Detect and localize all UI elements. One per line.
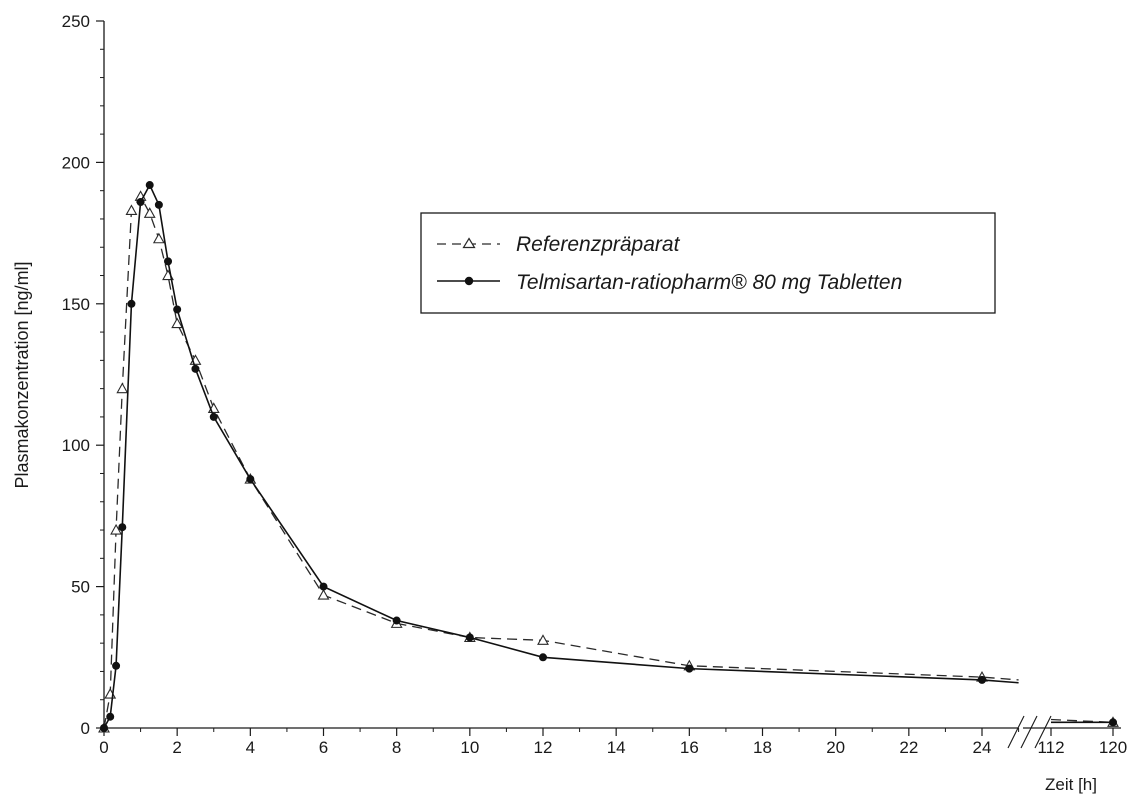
y-tick-label: 250 (62, 12, 90, 31)
data-point-circle (112, 661, 121, 670)
data-point-circle (1109, 718, 1117, 727)
data-point-triangle (110, 523, 123, 535)
data-point-triangle (152, 232, 165, 244)
x-tick-label: 0 (99, 738, 108, 757)
data-point-circle (145, 181, 154, 190)
x-axis-label: Zeit [h] (1045, 775, 1097, 794)
data-point-circle (100, 724, 108, 732)
data-point-circle (106, 712, 115, 721)
y-tick-label: 150 (62, 295, 90, 314)
x-tick-label: 20 (826, 738, 845, 757)
y-tick-label: 100 (62, 436, 90, 455)
y-tick-label: 0 (81, 719, 90, 738)
x-tick-label: 24 (973, 738, 992, 757)
x-tick-label: 22 (899, 738, 918, 757)
legend-item-telmisartan: Telmisartan-ratiopharm® 80 mg Tabletten (437, 271, 902, 294)
x-tick-label: 2 (172, 738, 181, 757)
data-point-circle (392, 616, 401, 625)
data-point-circle (136, 197, 145, 206)
legend-label-telmisartan: Telmisartan-ratiopharm® 80 mg Tabletten (516, 271, 902, 294)
data-point-circle (209, 412, 218, 421)
y-tick-label: 200 (62, 153, 90, 172)
x-tick-label: 18 (753, 738, 772, 757)
x-tick-label: 6 (319, 738, 328, 757)
data-point-triangle (171, 317, 184, 329)
series-layer (98, 181, 1119, 733)
series-telmisartan (100, 181, 1117, 732)
data-point-circle (685, 664, 694, 673)
data-point-circle (465, 633, 474, 642)
axis-break-mark (1020, 715, 1038, 749)
data-point-triangle (537, 634, 549, 645)
axis-break-mark (1034, 715, 1052, 749)
data-point-circle (978, 675, 986, 684)
data-point-circle (164, 257, 173, 266)
data-point-circle (246, 475, 255, 484)
legend-box (420, 212, 996, 314)
data-point-circle (539, 653, 547, 662)
legend: Referenzpräparat Telmisartan-ratiopharm®… (420, 212, 996, 314)
legend-triangle-marker (462, 237, 476, 249)
data-point-circle (173, 305, 182, 314)
data-point-circle (191, 364, 200, 373)
data-point-triangle (317, 588, 330, 600)
axis-break-mark (1007, 715, 1025, 749)
x-tick-label: 120 (1099, 738, 1127, 757)
series-line (103, 183, 1019, 729)
y-axis-label: Plasmakonzentration [ng/ml] (12, 261, 32, 488)
data-point-triangle (143, 207, 156, 218)
y-tick-label: 50 (71, 578, 90, 597)
legend-circle-marker (464, 276, 474, 286)
x-tick-label: 4 (246, 738, 255, 757)
x-tick-label: 14 (607, 738, 626, 757)
data-point-circle (154, 200, 163, 209)
data-point-circle (127, 299, 136, 308)
legend-item-referenz: Referenzpräparat (437, 233, 681, 256)
data-point-circle (319, 582, 328, 591)
data-point-circle (118, 523, 127, 532)
x-tick-label: 16 (680, 738, 699, 757)
x-tick-label: 112 (1037, 738, 1064, 757)
data-point-triangle (125, 204, 138, 216)
x-tick-label: 12 (534, 738, 553, 757)
x-tick-label: 10 (460, 738, 479, 757)
data-point-triangle (116, 382, 129, 394)
x-tick-label: 8 (392, 738, 401, 757)
legend-label-referenz: Referenzpräparat (516, 233, 681, 256)
series-line (103, 195, 1019, 729)
